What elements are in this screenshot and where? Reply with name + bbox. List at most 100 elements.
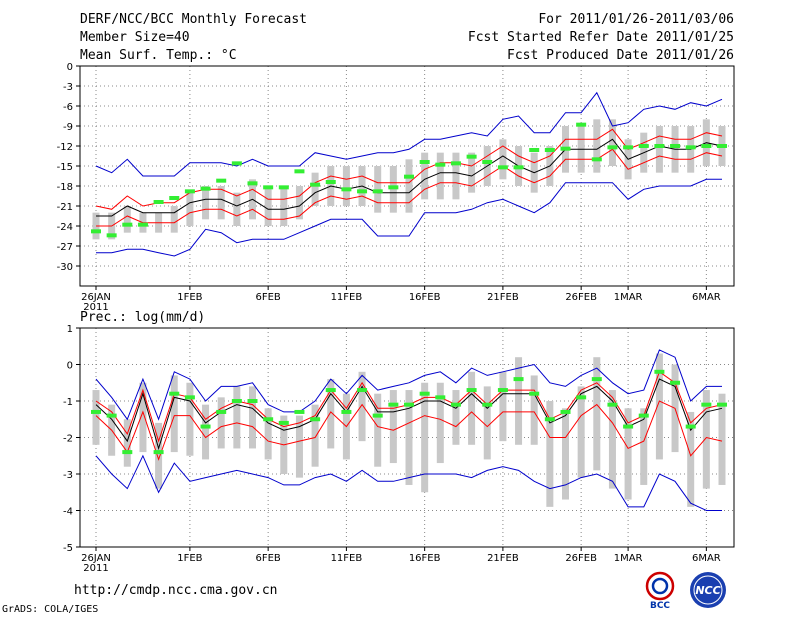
x-tick-label: 21FEB [487,292,519,303]
x-tick-label: 26JAN [81,292,111,303]
forecast-produced-date: Fcst Produced Date 2011/01/26 [507,48,734,63]
ensemble-box [233,192,241,226]
observed-marker [278,185,289,190]
ensemble-box [608,119,616,166]
y-tick-label: -18 [57,182,73,193]
observed-marker [325,180,336,184]
ensemble-box [468,152,476,193]
ensemble-box [452,152,460,200]
y-tick-label: -15 [57,162,73,173]
ensemble-box [280,186,288,226]
ncc-logo-text: NCC [695,584,720,597]
forecast-started-date: Fcst Started Refer Date 2011/01/25 [467,30,734,45]
observed-marker [544,148,555,152]
ncc-logo: NCC [690,572,726,608]
observed-marker [357,189,368,194]
x-tick-label: 16FEB [409,292,441,303]
ensemble-box [295,186,303,220]
plot-frame [79,65,735,287]
y-tick-label: -21 [57,202,73,213]
observed-marker [497,165,508,170]
series-line-upper [95,128,723,210]
observed-marker [435,162,446,167]
ensemble-box [655,126,663,173]
variable-label: Mean Surf. Temp.: °C [80,48,237,63]
x-tick-label: 11FEB [331,292,363,303]
source-url[interactable]: http://cmdp.ncc.cma.gov.cn [74,583,278,598]
series-line-min [96,178,722,257]
precipitation-title: Prec.: log(mm/d) [80,310,206,325]
series-line-mean [96,138,723,217]
y-tick-label: 0 [67,62,73,73]
ensemble-box [170,206,178,233]
observed-marker [404,174,414,179]
ensemble-box [264,186,272,226]
observed-marker [91,229,101,234]
observed-marker [419,160,430,164]
observed-marker [670,144,681,148]
y-tick-label: -9 [63,122,73,133]
observed-marker [466,154,477,159]
forecast-period: For 2011/01/26-2011/03/06 [538,12,734,27]
y-tick-label: -6 [63,102,73,113]
x-tick-label: 6FEB [256,292,281,303]
observed-marker [576,122,587,127]
series-line-max [95,91,723,177]
observed-marker [263,185,274,190]
y-tick-label: -30 [57,262,73,273]
ensemble-box [593,119,601,173]
observed-marker [591,157,602,162]
observed-marker [122,222,133,227]
member-size: Member Size=40 [80,30,190,45]
observed-marker [372,189,383,194]
observed-marker [169,196,180,200]
observed-marker [247,181,258,186]
ensemble-box [342,166,350,206]
ensemble-box [217,186,225,220]
observed-marker [216,178,227,183]
observed-marker [685,145,696,150]
x-tick-label: 6MAR [692,292,721,303]
observed-marker [717,144,727,148]
observed-marker [153,200,164,204]
ensemble-box [311,172,319,206]
y-tick-label: -27 [57,242,73,253]
observed-marker [623,145,634,150]
observed-marker [137,222,148,227]
observed-marker [310,182,321,187]
ensemble-box [405,159,413,213]
y-tick-label: -3 [63,82,73,93]
ensemble-box [202,186,210,220]
observed-marker [341,187,352,192]
ensemble-box [499,139,507,180]
x-tick-label: 1MAR [614,292,643,303]
observed-marker [513,165,524,170]
x-tick-label: 1FEB [177,292,202,303]
observed-marker [200,186,211,191]
grads-credit: GrADS: COLA/IGES [2,604,99,615]
ensemble-box [389,166,397,213]
observed-marker [294,169,305,174]
observed-marker [482,160,493,164]
series-line-lower [96,148,723,227]
y-tick-label: -12 [57,142,73,153]
observed-marker [560,146,571,151]
observed-marker [607,145,618,150]
bcc-logo: BCC [645,571,675,610]
observed-marker [184,189,195,194]
observed-marker [388,185,399,190]
ensemble-box [186,192,194,226]
observed-marker [106,233,117,238]
bcc-logo-text: BCC [650,601,670,610]
x-tick-label: 26FEB [565,292,597,303]
ensemble-box [421,152,429,200]
y-tick-label: -24 [57,222,73,233]
ensemble-box [123,206,131,233]
observed-marker [701,144,712,148]
observed-marker [529,148,540,152]
chart-title: DERF/NCC/BCC Monthly Forecast [80,12,307,27]
observed-marker [450,161,461,166]
observed-marker [654,144,665,148]
x-tick-year-label: 2011 [83,302,108,313]
